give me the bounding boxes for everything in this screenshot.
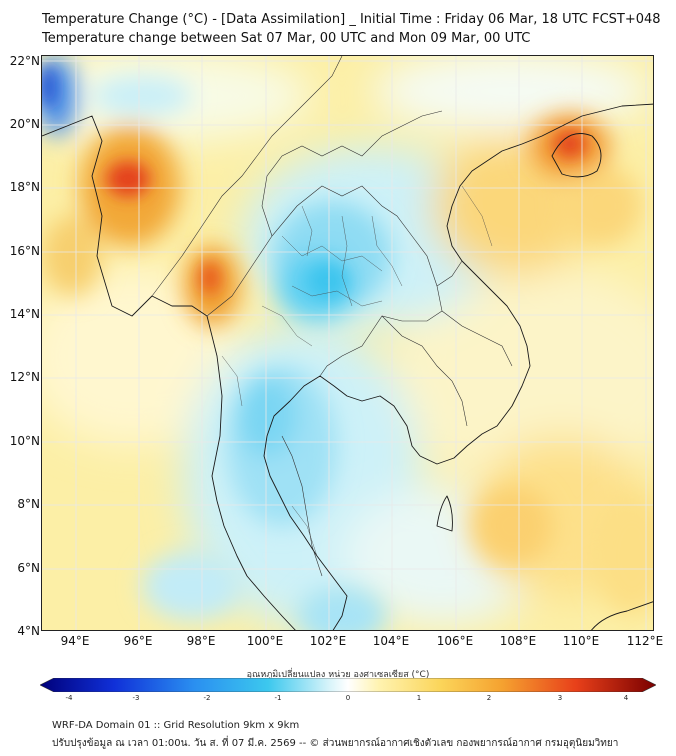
lat-label-18n: 18°N: [9, 180, 40, 194]
lon-label-100e: 100°E: [246, 634, 284, 648]
lon-label-98e: 98°E: [186, 634, 216, 648]
lat-label-16n: 16°N: [9, 244, 40, 258]
lat-label-4n: 4°N: [17, 624, 40, 638]
lat-label-6n: 6°N: [17, 561, 40, 575]
chart-subtitle: Temperature change between Sat 07 Mar, 0…: [42, 31, 531, 46]
lon-label-112e: 112°E: [626, 634, 664, 648]
colorbar-label: อุณหภูมิเปลี่ยนแปลง หน่วย องศาเซลเซียส (…: [246, 670, 430, 680]
colorbar-tick: -3: [132, 694, 140, 702]
colorbar: [40, 678, 656, 692]
graticule: [42, 56, 653, 630]
colorbar-tick: 1: [416, 694, 422, 702]
lat-label-14n: 14°N: [9, 307, 40, 321]
lon-label-102e: 102°E: [309, 634, 347, 648]
lon-label-108e: 108°E: [499, 634, 537, 648]
lat-label-22n: 22°N: [9, 54, 40, 68]
lat-label-12n: 12°N: [9, 370, 40, 384]
lon-label-94e: 94°E: [60, 634, 90, 648]
coastlines: [42, 103, 653, 630]
colorbar-tick: -1: [274, 694, 282, 702]
country-borders: [151, 56, 513, 577]
lat-label-8n: 8°N: [17, 497, 40, 511]
colorbar-tick: 0: [345, 694, 351, 702]
lon-label-96e: 96°E: [123, 634, 153, 648]
lon-label-104e: 104°E: [372, 634, 410, 648]
colorbar-tick: 3: [557, 694, 563, 702]
colorbar-tick: 4: [623, 694, 629, 702]
colorbar-tick: -2: [203, 694, 211, 702]
lat-label-10n: 10°N: [9, 434, 40, 448]
lat-label-20n: 20°N: [9, 117, 40, 131]
chart-title: Temperature Change (°C) - [Data Assimila…: [42, 12, 661, 27]
colorbar-tick: -4: [65, 694, 73, 702]
province-borders: [221, 185, 493, 557]
footer-model-info: WRF-DA Domain 01 :: Grid Resolution 9km …: [52, 720, 300, 731]
colorbar-tick: 2: [486, 694, 492, 702]
footer-update-info: ปรับปรุงข้อมูล ณ เวลา 01:00น. วัน ส. ที่…: [52, 738, 619, 749]
lon-label-106e: 106°E: [436, 634, 474, 648]
map-panel[interactable]: [41, 55, 654, 631]
temperature-field-map: [42, 56, 653, 630]
lon-label-110e: 110°E: [562, 634, 600, 648]
